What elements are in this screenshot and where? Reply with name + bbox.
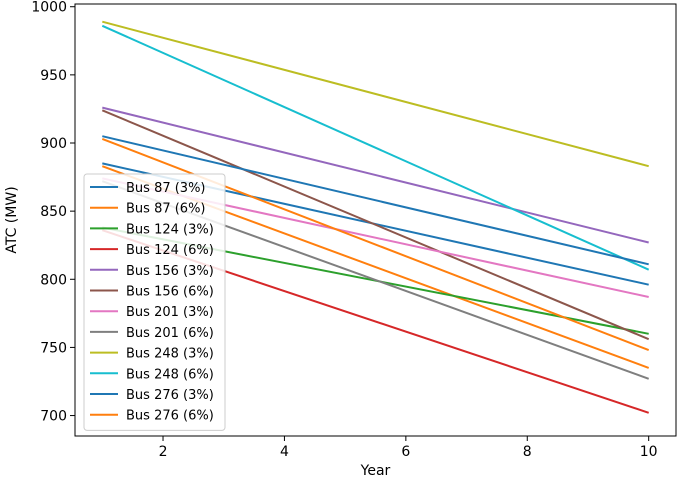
- y-tick-label: 700: [40, 409, 67, 425]
- x-tick-label: 4: [280, 444, 289, 460]
- y-tick-label: 950: [40, 68, 67, 84]
- series-line-9: [101, 24, 650, 271]
- legend-entry-label: Bus 87 (6%): [126, 202, 206, 217]
- legend-entry-label: Bus 156 (6%): [126, 285, 214, 300]
- legend-entry-label: Bus 124 (6%): [126, 243, 214, 258]
- legend-entry-label: Bus 248 (3%): [126, 347, 214, 362]
- legend-entry-label: Bus 156 (3%): [126, 264, 214, 279]
- x-tick-label: 2: [159, 444, 168, 460]
- series-line-8: [102, 20, 649, 168]
- series-line-10: [102, 135, 649, 266]
- y-tick-label: 800: [40, 272, 67, 288]
- legend-box: [83, 173, 226, 431]
- x-axis-label: Year: [360, 463, 391, 479]
- legend-entry-label: Bus 201 (3%): [126, 305, 214, 320]
- legend-entry-label: Bus 276 (3%): [126, 388, 214, 403]
- legend-entry-label: Bus 276 (6%): [126, 409, 214, 424]
- legend-entry-label: Bus 87 (3%): [126, 181, 206, 196]
- x-axis-ticks: 2 4 6 8 10: [159, 436, 658, 460]
- series-line-4: [102, 106, 649, 244]
- legend-entry-label: Bus 124 (3%): [126, 222, 214, 237]
- x-tick-label: 10: [640, 444, 658, 460]
- y-tick-label: 900: [40, 136, 67, 152]
- plot-frame: [74, 3, 677, 437]
- legend-entry-label: Bus 201 (6%): [126, 326, 214, 341]
- y-axis-label: ATC (MW): [4, 186, 20, 253]
- y-axis-ticks: 700 750 800 850 900 950 1000: [31, 0, 75, 425]
- y-tick-label: 850: [40, 204, 67, 220]
- y-tick-label: 1000: [31, 0, 67, 16]
- legend: Bus 87 (3%) Bus 87 (6%) Bus 124 (3%) Bus 12…: [83, 173, 226, 431]
- x-tick-label: 6: [401, 444, 410, 460]
- series-line-5: [101, 109, 650, 341]
- y-tick-label: 750: [40, 340, 67, 356]
- x-tick-label: 8: [523, 444, 532, 460]
- legend-entry-label: Bus 248 (6%): [126, 367, 214, 382]
